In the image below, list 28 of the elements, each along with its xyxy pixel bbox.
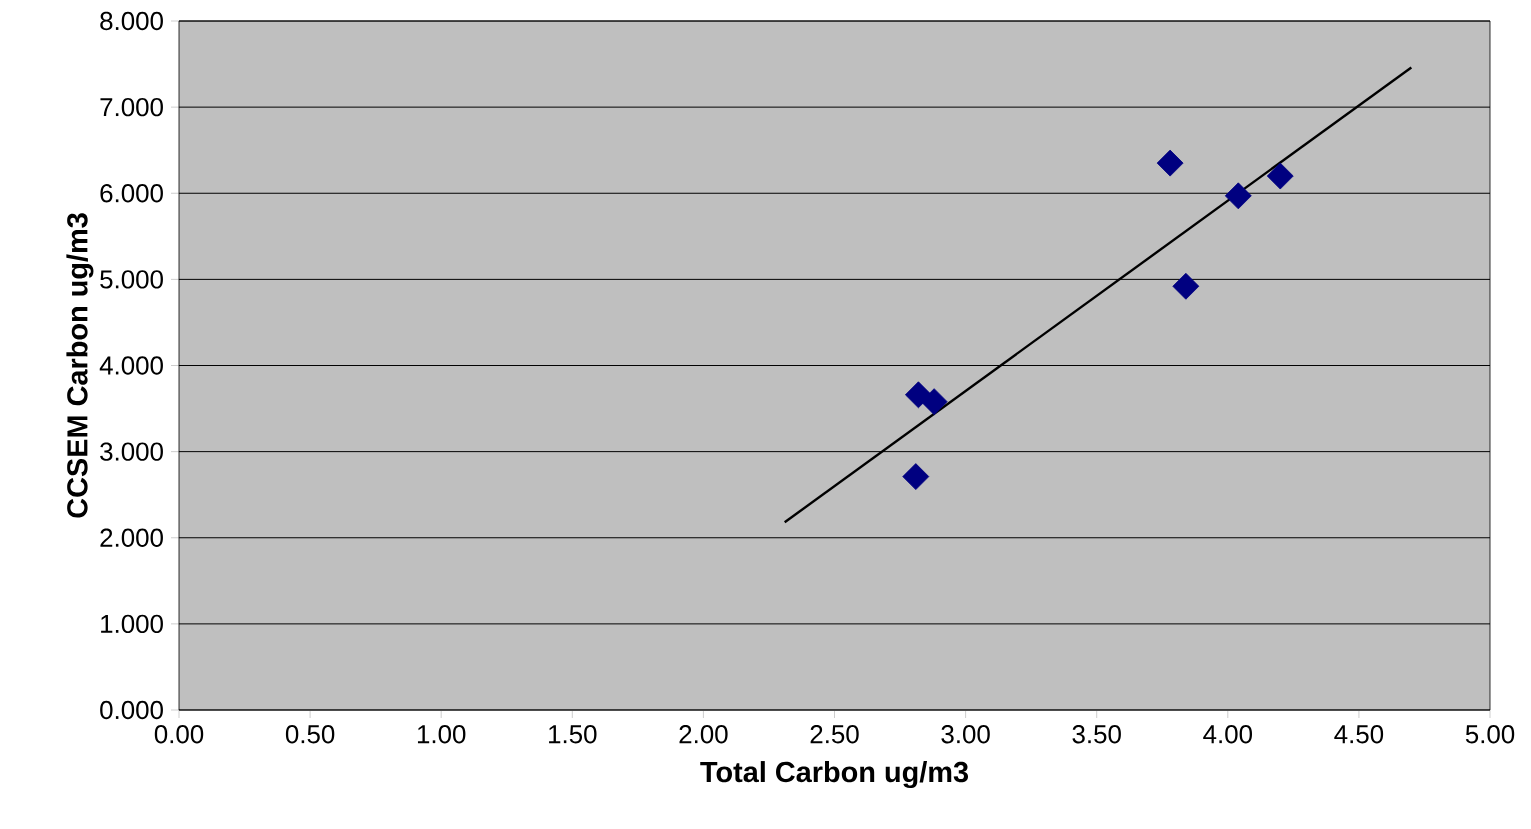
y-tick-label: 1.000 [101, 614, 163, 634]
point [1224, 182, 1252, 210]
y-tick-label: 4.000 [99, 356, 163, 375]
y-tick-label: 6.000 [100, 184, 163, 203]
y-tick-label: 7.000 [100, 97, 163, 117]
x-tick-label: 4.00 [1203, 725, 1253, 744]
x-tick-label: 4.50 [1334, 725, 1384, 744]
point [1156, 149, 1184, 177]
x-tick-label: 5.00 [1465, 725, 1515, 744]
y-tick-label: 8.000 [100, 11, 163, 31]
y-axis-title: CCSEM Carbon ug/m3 [66, 213, 94, 518]
x-tick-label: 0.00 [154, 725, 204, 744]
x-tick-label: 1.00 [417, 725, 466, 744]
point [1266, 162, 1294, 190]
y-tick-label: 0.000 [100, 700, 163, 720]
point [902, 463, 930, 491]
x-tick-label: 3.00 [941, 725, 990, 744]
point [920, 388, 948, 416]
x-tick-label: 0.50 [285, 725, 335, 744]
x-tick-label: 3.50 [1072, 725, 1121, 744]
x-axis-title: Total Carbon ug/m3 [700, 761, 969, 789]
point [1172, 272, 1200, 300]
x-tick-label: 1.50 [549, 725, 597, 744]
y-tick-label: 2.000 [100, 528, 163, 547]
y-tick-label: 3.000 [100, 442, 163, 461]
x-tick-label: 2.50 [810, 725, 859, 744]
y-tick-label: 5.000 [100, 270, 163, 289]
x-tick-label: 2.00 [679, 725, 728, 744]
